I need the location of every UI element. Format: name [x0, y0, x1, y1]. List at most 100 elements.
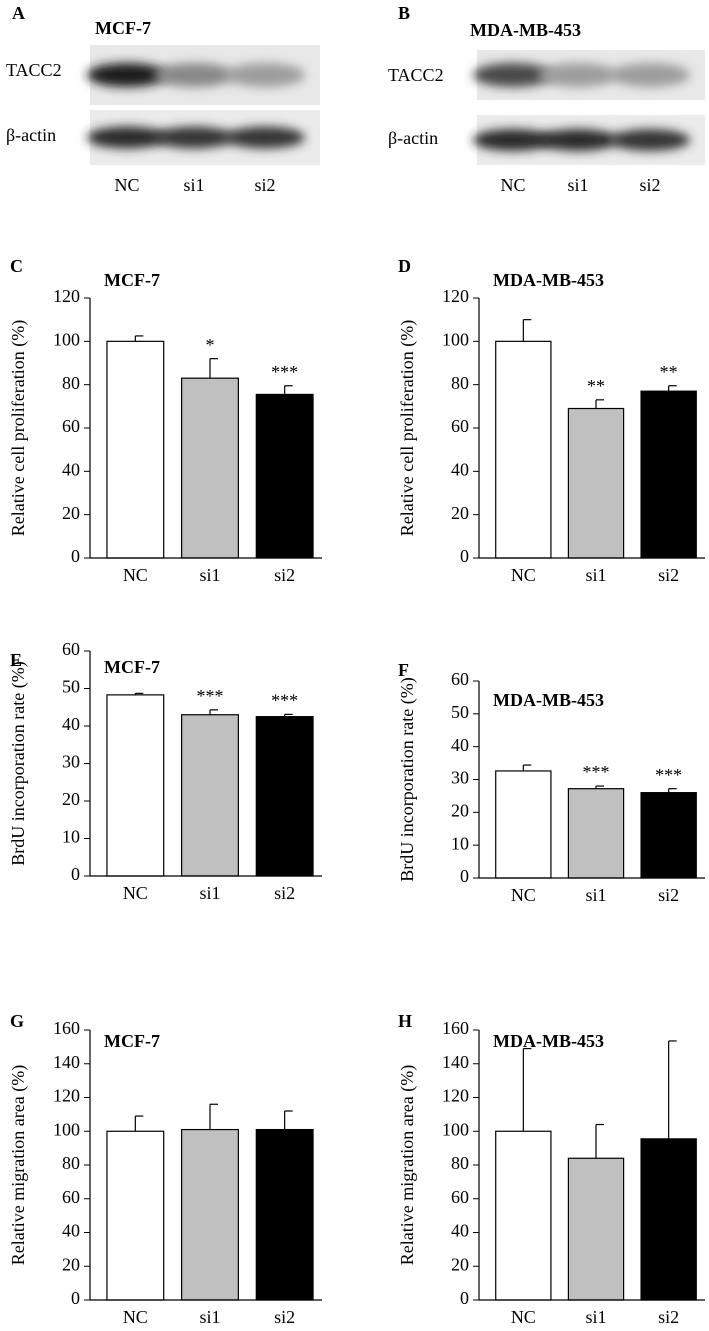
y-tick-label: 0	[71, 864, 80, 884]
y-axis-label: Relative migration area (%)	[397, 1065, 418, 1265]
x-tick-label: si2	[658, 1307, 679, 1327]
blot-lane-label: si1	[567, 175, 588, 195]
blot-lane-label: NC	[114, 175, 139, 195]
y-tick-label: 60	[451, 1187, 469, 1207]
panel-label: C	[10, 256, 23, 276]
y-tick-label: 40	[62, 714, 80, 734]
y-tick-label: 30	[451, 768, 469, 788]
panel-label: A	[12, 3, 25, 23]
y-tick-label: 160	[442, 1018, 469, 1038]
blot-band	[154, 126, 234, 149]
significance-label: ***	[655, 765, 682, 785]
blot-band	[87, 63, 167, 87]
x-tick-label: NC	[511, 885, 536, 905]
y-tick-label: 20	[451, 1254, 469, 1274]
y-tick-label: 120	[442, 286, 469, 306]
blot-lane-label: NC	[500, 175, 525, 195]
significance-label: **	[587, 376, 605, 396]
chart-title: MDA-MB-453	[493, 690, 604, 710]
y-tick-label: 60	[62, 639, 80, 659]
blot-band	[538, 129, 618, 151]
y-axis-label: BrdU incorporation rate (%)	[8, 661, 29, 865]
x-tick-label: si2	[658, 565, 679, 585]
bar	[640, 1138, 697, 1301]
panel-label: D	[398, 256, 411, 276]
y-tick-label: 80	[451, 1153, 469, 1173]
significance-label: **	[660, 362, 678, 382]
x-tick-label: NC	[123, 565, 148, 585]
x-tick-label: si2	[658, 885, 679, 905]
x-tick-label: si2	[274, 1307, 295, 1327]
panel-label: E	[10, 650, 22, 670]
blot-band	[225, 63, 305, 87]
significance-label: ***	[197, 686, 224, 706]
y-tick-label: 60	[451, 416, 469, 436]
blot-row-label: β-actin	[6, 125, 56, 145]
chart-title: MCF-7	[104, 270, 160, 290]
y-tick-label: 40	[451, 1221, 469, 1241]
y-tick-label: 50	[62, 677, 80, 697]
bar	[255, 1128, 314, 1301]
significance-label: ***	[271, 691, 298, 711]
x-tick-label: si1	[199, 565, 220, 585]
y-tick-label: 160	[53, 1018, 80, 1038]
x-tick-label: NC	[123, 1307, 148, 1327]
blot-band	[473, 63, 553, 87]
y-axis-label: BrdU incorporation rate (%)	[397, 677, 418, 881]
bar	[106, 694, 165, 877]
blot-band	[538, 63, 618, 87]
y-axis-label: Relative cell proliferation (%)	[8, 320, 29, 536]
y-tick-label: 80	[62, 1153, 80, 1173]
x-tick-label: si1	[585, 1307, 606, 1327]
panel-label: B	[398, 3, 410, 23]
y-tick-label: 0	[71, 1288, 80, 1308]
y-tick-label: 40	[62, 459, 80, 479]
blot-lane-label: si2	[254, 175, 275, 195]
bar	[181, 377, 239, 559]
x-tick-label: si1	[585, 565, 606, 585]
y-tick-label: 10	[62, 827, 80, 847]
y-tick-label: 120	[53, 1086, 80, 1106]
y-tick-label: 80	[62, 373, 80, 393]
y-tick-label: 30	[62, 752, 80, 772]
bar	[106, 1130, 165, 1301]
y-tick-label: 40	[62, 1221, 80, 1241]
bar	[640, 390, 697, 559]
blot-band	[473, 129, 553, 151]
bar	[255, 716, 314, 877]
bar	[495, 340, 552, 559]
bar	[567, 1157, 625, 1301]
y-tick-label: 60	[62, 1187, 80, 1207]
y-tick-label: 0	[460, 1288, 469, 1308]
chart-title: MCF-7	[104, 1031, 160, 1051]
x-tick-label: si1	[585, 885, 606, 905]
bar	[181, 714, 239, 877]
y-tick-label: 100	[442, 1119, 469, 1139]
bar	[106, 340, 165, 559]
bar	[567, 407, 625, 559]
blot-band	[610, 63, 690, 87]
y-tick-label: 80	[451, 373, 469, 393]
y-tick-label: 120	[442, 1086, 469, 1106]
blot-band	[225, 126, 305, 149]
bar	[640, 792, 697, 879]
bar	[495, 1130, 552, 1301]
bar	[255, 393, 314, 559]
y-tick-label: 140	[442, 1052, 469, 1072]
blot-band	[87, 126, 167, 149]
y-tick-label: 10	[451, 833, 469, 853]
y-tick-label: 40	[451, 459, 469, 479]
x-tick-label: si2	[274, 883, 295, 903]
chart-title: MDA-MB-453	[493, 1031, 604, 1051]
x-tick-label: si2	[274, 565, 295, 585]
x-tick-label: NC	[511, 565, 536, 585]
y-tick-label: 0	[460, 546, 469, 566]
blot-title: MCF-7	[95, 18, 151, 38]
significance-label: ***	[583, 762, 610, 782]
y-tick-label: 140	[53, 1052, 80, 1072]
bar	[495, 770, 552, 879]
y-tick-label: 40	[451, 735, 469, 755]
y-tick-label: 20	[451, 800, 469, 820]
blot-band	[154, 63, 234, 87]
